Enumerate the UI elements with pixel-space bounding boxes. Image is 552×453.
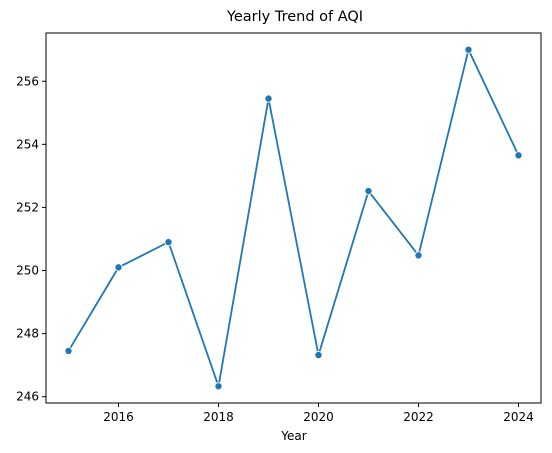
y-tick-label: 256 (16, 74, 39, 88)
y-tick-label: 254 (16, 137, 39, 151)
data-point (414, 251, 423, 260)
x-axis: 2016 2018 2020 2022 2024 (103, 403, 534, 424)
data-point (164, 238, 173, 247)
x-tick-label: 2024 (503, 410, 534, 424)
x-axis-label: Year (280, 429, 306, 443)
y-tick-label: 252 (16, 200, 39, 214)
x-tick-label: 2020 (303, 410, 334, 424)
plot-area (64, 45, 523, 391)
data-point (214, 382, 223, 391)
data-point (364, 187, 373, 196)
data-point (464, 45, 473, 54)
data-point (264, 94, 273, 103)
x-tick-label: 2018 (203, 410, 234, 424)
data-point (514, 151, 523, 160)
data-point (114, 263, 123, 272)
x-tick-label: 2022 (403, 410, 434, 424)
y-tick-label: 250 (16, 264, 39, 278)
chart-title: Yearly Trend of AQI (226, 9, 363, 25)
y-tick-label: 248 (16, 327, 39, 341)
data-point (64, 346, 73, 355)
series-line (67, 48, 520, 388)
x-tick-label: 2016 (103, 410, 134, 424)
plot-frame (45, 32, 542, 404)
data-point (314, 351, 323, 360)
y-tick-label: 246 (16, 390, 39, 404)
y-axis: 246 248 250 252 254 256 (16, 74, 46, 404)
